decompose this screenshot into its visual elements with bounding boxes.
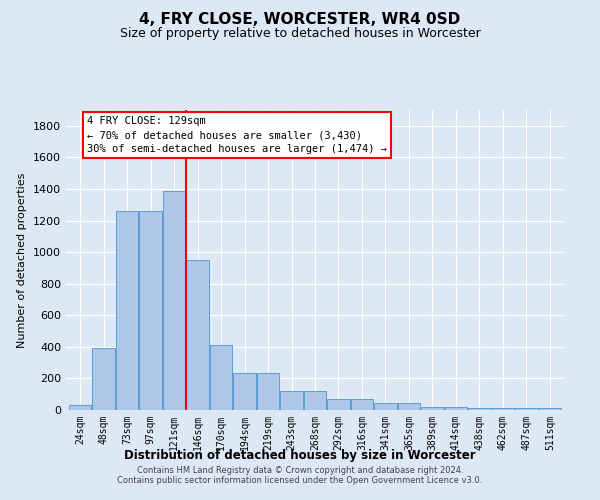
Bar xyxy=(280,391,302,410)
Bar xyxy=(233,373,256,410)
Bar xyxy=(492,408,514,410)
Bar xyxy=(468,408,491,410)
Bar xyxy=(187,260,209,410)
Bar xyxy=(92,348,115,410)
Text: 4 FRY CLOSE: 129sqm
← 70% of detached houses are smaller (3,430)
30% of semi-det: 4 FRY CLOSE: 129sqm ← 70% of detached ho… xyxy=(87,116,387,154)
Bar xyxy=(328,399,350,410)
Text: Distribution of detached houses by size in Worcester: Distribution of detached houses by size … xyxy=(124,448,476,462)
Bar xyxy=(398,403,420,410)
Bar xyxy=(116,211,138,410)
Bar xyxy=(69,406,91,410)
Bar xyxy=(257,373,279,410)
Bar xyxy=(139,211,162,410)
Bar xyxy=(374,403,397,410)
Y-axis label: Number of detached properties: Number of detached properties xyxy=(17,172,28,348)
Text: Size of property relative to detached houses in Worcester: Size of property relative to detached ho… xyxy=(119,28,481,40)
Text: 4, FRY CLOSE, WORCESTER, WR4 0SD: 4, FRY CLOSE, WORCESTER, WR4 0SD xyxy=(139,12,461,28)
Bar xyxy=(210,346,232,410)
Text: Contains HM Land Registry data © Crown copyright and database right 2024.
Contai: Contains HM Land Registry data © Crown c… xyxy=(118,466,482,485)
Bar xyxy=(421,407,443,410)
Bar xyxy=(163,190,185,410)
Bar xyxy=(515,408,538,410)
Bar xyxy=(351,399,373,410)
Bar xyxy=(539,408,561,410)
Bar xyxy=(445,407,467,410)
Bar xyxy=(304,391,326,410)
